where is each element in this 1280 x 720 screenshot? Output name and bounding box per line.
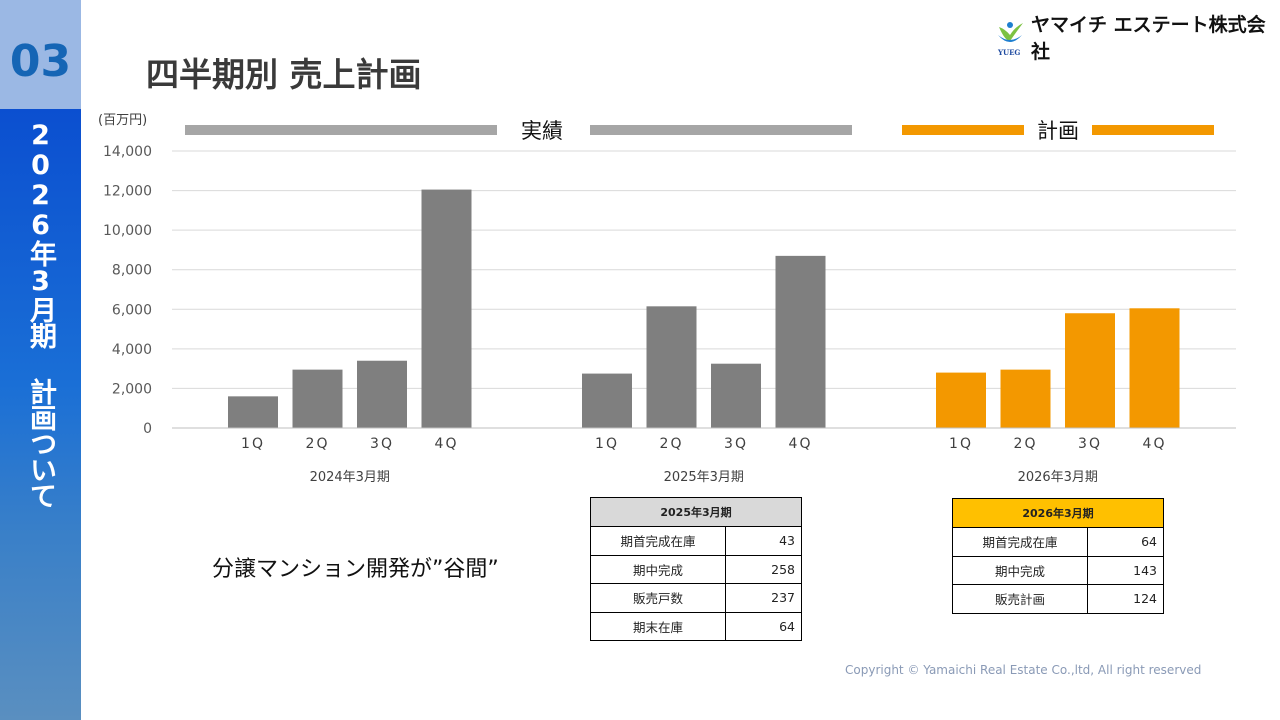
- bar-4q: [421, 189, 472, 428]
- row-label: 期中完成: [952, 555, 1088, 585]
- table-2026: 2026年3月期 期首完成在庫 64 期中完成 143 販売計画 124: [952, 498, 1164, 614]
- row-value: 124: [1087, 584, 1164, 614]
- x-tick-label: 1Q: [595, 436, 619, 452]
- row-value: 64: [725, 611, 802, 641]
- bracket-label: 実績: [521, 119, 563, 143]
- x-tick-label: 3Q: [1078, 436, 1102, 452]
- y-tick-label: 4,000: [112, 342, 152, 358]
- section-number-panel: [0, 0, 81, 109]
- y-tick-label: 10,000: [103, 223, 152, 239]
- bar-4q: [775, 255, 826, 428]
- table-row: 期首完成在庫 64: [952, 527, 1164, 557]
- x-tick-label: 4Q: [1143, 436, 1167, 452]
- quarterly-sales-chart: 0 2,000 4,000 6,000 8,000 10,000 12,000 14,000 (…: [98, 113, 1236, 485]
- sidebar-vertical-title: 2026年3月期 計画ついて: [25, 120, 56, 508]
- bracket-bar: [1092, 125, 1214, 135]
- x-tick-label: 2Q: [660, 436, 684, 452]
- y-tick-label: 14,000: [103, 144, 152, 160]
- company-logo: YUEG ヤマイチ エステート株式会社: [995, 10, 1280, 64]
- y-tick-label: 12,000: [103, 184, 152, 200]
- bar-1q: [582, 373, 632, 428]
- bar-3q: [357, 360, 407, 428]
- y-tick-label: 6,000: [112, 302, 152, 318]
- x-tick-label: 4Q: [435, 436, 459, 452]
- group-label: 2024年3月期: [310, 470, 390, 485]
- y-tick-label: 2,000: [112, 381, 152, 397]
- row-value: 64: [1087, 527, 1164, 557]
- x-tick-label: 2Q: [1014, 436, 1038, 452]
- bar-2q: [646, 306, 697, 428]
- group-label: 2026年3月期: [1018, 470, 1098, 485]
- table-row: 販売計画 124: [952, 584, 1164, 614]
- x-tick-label: 3Q: [370, 436, 394, 452]
- bar-3q: [711, 363, 761, 428]
- y-tick-label: 8,000: [112, 263, 152, 279]
- y-axis-unit: (百万円): [98, 113, 147, 128]
- row-label: 期首完成在庫: [590, 526, 726, 556]
- logo-text: YUEG: [998, 48, 1021, 57]
- row-value: 43: [725, 526, 802, 556]
- row-label: 販売戸数: [590, 583, 726, 613]
- bracket-bar: [902, 125, 1024, 135]
- bar-2q: [1000, 369, 1051, 428]
- row-value: 237: [725, 583, 802, 613]
- x-tick-label: 4Q: [789, 436, 813, 452]
- copyright: Copyright © Yamaichi Real Estate Co.,ltd…: [845, 663, 1202, 677]
- bar-3q: [1065, 313, 1115, 428]
- bar-2q: [292, 369, 343, 428]
- table-2025: 2025年3月期 期首完成在庫 43 期中完成 258 販売戸数 237 期末在庫 64: [590, 497, 802, 641]
- row-label: 期首完成在庫: [952, 527, 1088, 557]
- table-row: 期首完成在庫 43: [590, 526, 802, 556]
- bar-1q: [936, 372, 986, 428]
- table-row: 期末在庫 64: [590, 611, 802, 641]
- table-2025-title: 2025年3月期: [590, 497, 802, 527]
- row-label: 期末在庫: [590, 611, 726, 641]
- bracket-bar: [590, 125, 852, 135]
- logo-icon: YUEG: [995, 19, 1025, 57]
- bar-1q: [228, 396, 278, 428]
- x-tick-label: 1Q: [949, 436, 973, 452]
- company-name: ヤマイチ エステート株式会社: [1031, 14, 1266, 63]
- row-value: 143: [1087, 555, 1164, 585]
- y-tick-label: 0: [143, 421, 152, 437]
- bracket-bar: [185, 125, 497, 135]
- x-tick-label: 2Q: [306, 436, 330, 452]
- table-2026-title: 2026年3月期: [952, 498, 1164, 528]
- table-row: 期中完成 143: [952, 555, 1164, 585]
- x-tick-label: 3Q: [724, 436, 748, 452]
- x-tick-label: 1Q: [241, 436, 265, 452]
- table-row: 期中完成 258: [590, 554, 802, 584]
- row-value: 258: [725, 554, 802, 584]
- bracket-label: 計画: [1037, 119, 1079, 143]
- group-label: 2025年3月期: [664, 470, 744, 485]
- catchphrase: 分譲マンション開発が”谷間”: [212, 557, 499, 582]
- page-title: 四半期別 売上計画: [146, 55, 422, 94]
- bar-4q: [1129, 308, 1180, 428]
- table-row: 販売戸数 237: [590, 583, 802, 613]
- row-label: 期中完成: [590, 554, 726, 584]
- section-number: 03: [9, 36, 72, 87]
- row-label: 販売計画: [952, 584, 1088, 614]
- sidebar-panel: [0, 109, 81, 720]
